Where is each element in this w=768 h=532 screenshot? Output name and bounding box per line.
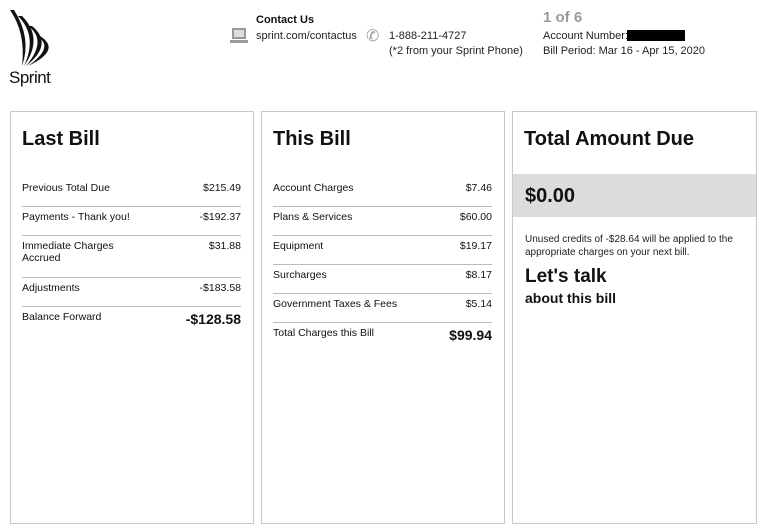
lets-talk-subtitle: about this bill [525, 290, 616, 306]
lets-talk-title: Let's talk [525, 266, 607, 287]
row-value: -$128.58 [185, 311, 241, 327]
row-label: Payments - Thank you! [22, 211, 130, 223]
table-row: Adjustments -$183.58 [22, 278, 241, 307]
contact-title: Contact Us [256, 14, 315, 26]
table-row: Equipment $19.17 [273, 236, 492, 265]
table-row: Previous Total Due $215.49 [22, 178, 241, 207]
laptop-icon [230, 28, 248, 43]
table-row: Total Charges this Bill $99.94 [273, 323, 492, 352]
row-label: Balance Forward [22, 311, 102, 323]
table-row: Plans & Services $60.00 [273, 207, 492, 236]
table-row: Government Taxes & Fees $5.14 [273, 294, 492, 323]
row-value: $19.17 [459, 240, 492, 252]
account-label: Account Number: [543, 30, 628, 42]
row-value: $5.14 [465, 298, 492, 310]
row-label: Previous Total Due [22, 182, 110, 194]
redacted-account-number [627, 30, 685, 41]
phone-icon: ✆ [366, 28, 380, 45]
phone-note: (*2 from your Sprint Phone) [389, 45, 523, 57]
table-row: Payments - Thank you! -$192.37 [22, 207, 241, 236]
row-value: -$192.37 [199, 211, 241, 223]
credit-note: Unused credits of -$28.64 will be applie… [525, 234, 733, 258]
total-due-panel: Total Amount Due $0.00 Unused credits of… [512, 111, 757, 524]
phone-number[interactable]: 1-888-211-4727 [389, 30, 467, 42]
row-label: Plans & Services [273, 211, 353, 223]
row-value: $99.94 [449, 327, 492, 343]
row-value: $60.00 [459, 211, 492, 223]
this-bill-panel: This Bill Account Charges $7.46 Plans & S… [261, 111, 505, 524]
table-row: Surcharges $8.17 [273, 265, 492, 294]
total-due-title: Total Amount Due [524, 128, 694, 150]
row-value: $7.46 [465, 182, 492, 194]
row-value: -$183.58 [199, 282, 241, 294]
amount-due: $0.00 [513, 174, 756, 217]
row-label: Immediate Charges Accrued [22, 240, 114, 264]
this-bill-title: This Bill [273, 128, 351, 150]
row-value: $31.88 [208, 240, 241, 252]
row-label: Surcharges [273, 269, 327, 281]
table-row: Balance Forward -$128.58 [22, 307, 241, 336]
bill-period: Bill Period: Mar 16 - Apr 15, 2020 [543, 45, 706, 57]
brand-name: Sprint [9, 68, 51, 87]
row-value: $8.17 [465, 269, 492, 281]
sprint-logo-icon [10, 10, 49, 66]
row-label: Equipment [273, 240, 324, 252]
row-label: Total Charges this Bill [273, 327, 374, 339]
row-label: Government Taxes & Fees [273, 298, 398, 310]
website-link[interactable]: sprint.com/contactus [256, 30, 357, 42]
row-label: Adjustments [22, 282, 80, 294]
last-bill-title: Last Bill [22, 128, 100, 150]
page-indicator: 1 of 6 [543, 9, 583, 26]
row-value: $215.49 [203, 182, 241, 194]
last-bill-panel: Last Bill Previous Total Due $215.49 Paym… [10, 111, 254, 524]
table-row: Immediate Charges Accrued $31.88 [22, 236, 241, 278]
row-label: Account Charges [273, 182, 354, 194]
table-row: Account Charges $7.46 [273, 178, 492, 207]
